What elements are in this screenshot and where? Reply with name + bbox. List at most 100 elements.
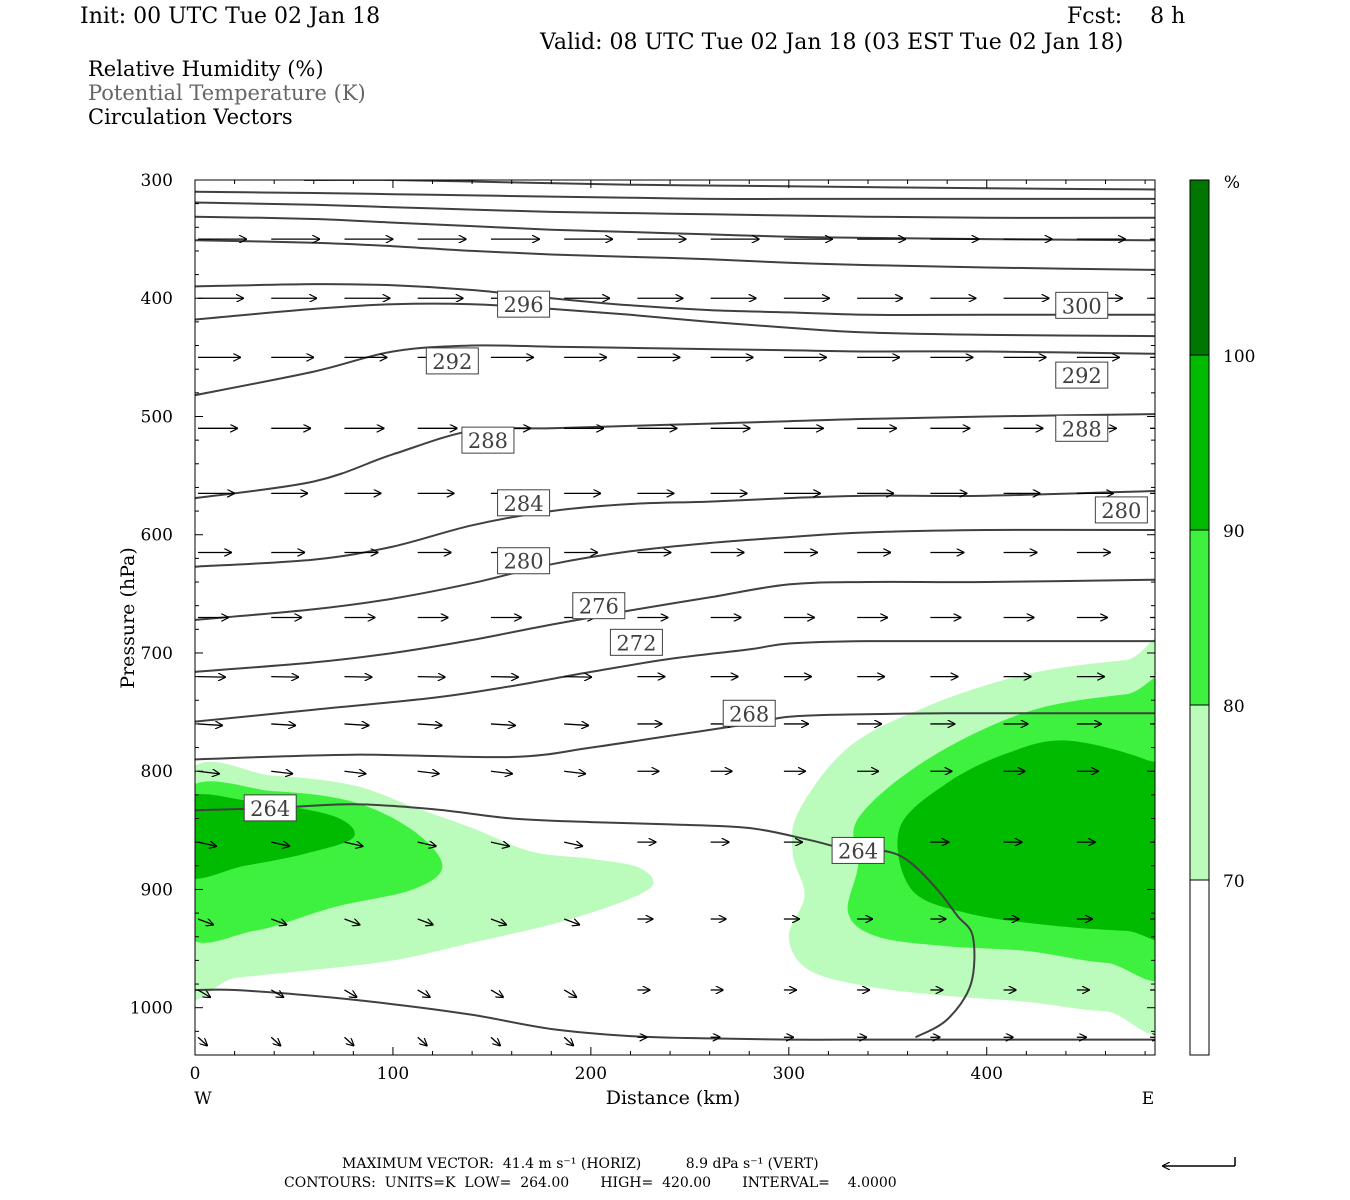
theta-label-300-0: 300 [1062,294,1102,318]
rh-area-90-4 [195,794,355,879]
theta-label-280-1: 280 [1101,499,1141,523]
max-vector-note: MAXIMUM VECTOR: 41.4 m s⁻¹ (HORIZ) 8.9 d… [342,1156,819,1172]
theta-label-272-0: 272 [616,631,656,655]
theta-contour-264-1 [195,988,1155,1041]
theta-label-292-1: 292 [1062,364,1102,388]
colorbar-label-70: 70 [1223,872,1245,892]
vector-arrow [417,724,442,726]
vector-arrow [344,677,371,678]
theta-label-box-288-0 [461,426,515,454]
theta-label-box-296-0 [497,290,551,318]
vector-arrow [490,771,512,774]
rh-shading [195,637,1155,1035]
theta-label-292-0: 292 [432,350,472,374]
theta-label-288-0: 288 [468,429,508,453]
colorbar-segment-3 [1189,354,1210,531]
theta-label-box-288-1 [1055,414,1109,442]
vector-arrow [490,842,509,846]
theta-contour-300-11 [195,239,1155,271]
colorbar-label-100: 100 [1223,347,1255,367]
theta-label-box-268-0 [722,699,776,727]
vector-arrow [197,989,210,997]
theta-contour-288-8 [195,344,1155,397]
theta-label-box-292-1 [1055,361,1109,389]
vector-arrow [490,918,506,925]
vector-arrow [564,677,591,678]
axes: 300 400 500 600 700 800 900 1000 0 100 200 300 400 [130,171,1155,1084]
theta-label-box-276-0 [572,592,626,620]
vector-arrow [417,842,436,846]
theta-label-box-300-0 [1055,291,1109,319]
vector-arrow [417,771,439,774]
theta-contour-276-5 [195,528,1155,621]
theta-label-264-1: 264 [838,839,878,863]
x-west-label: W [194,1089,212,1109]
y-tick-label-1000: 1000 [130,999,173,1019]
vector-arrow [197,677,225,678]
theta-contour-268-3 [195,639,1155,723]
vector-arrow [197,918,213,925]
theta-contours [195,180,1155,1041]
theta-label-280-0: 280 [504,550,544,574]
theta-contour-296-10 [195,283,1155,316]
colorbar-label-90: 90 [1223,522,1245,542]
colorbar-segment-1 [1189,704,1210,881]
theta-label-box-292-0 [425,347,479,375]
theta-contour-284-7 [195,413,1155,500]
vector-arrow [564,842,582,846]
forecast-hour: Fcst: 8 h [1067,4,1186,29]
x-east-label: E [1142,1089,1154,1109]
colorbar-unit: % [1224,173,1240,193]
theta-label-box-280-1 [1094,496,1148,524]
theta-contour-unlabeled-15 [303,180,1155,191]
y-tick-label-800: 800 [141,762,173,782]
y-axis-title: Pressure (hPa) [117,547,139,689]
colorbar-label-80: 80 [1223,697,1245,717]
x-tick-label-400: 400 [971,1064,1003,1084]
rh-area-90-5 [897,740,1155,941]
vector-arrow [270,989,283,997]
theta-contour-292-9 [195,302,1155,338]
colorbar-segment-4 [1189,179,1210,356]
y-tick-label-700: 700 [141,644,173,664]
plot-frame [194,179,1156,1056]
vector-arrow [563,1036,573,1045]
theta-label-296-0: 296 [504,293,544,317]
vector-arrow [271,918,286,925]
vector-arrow [563,918,579,925]
vector-arrow [271,724,295,726]
vector-arrow [417,1036,427,1045]
colorbar-segment-0 [1189,879,1210,1056]
vector-arrow [344,918,359,925]
vector-arrow [417,677,445,678]
vector-arrow [270,1036,280,1045]
vector-arrow [344,1036,353,1045]
vector-arrow [271,771,292,774]
vector-arrow [197,724,222,726]
vector-arrow [417,989,430,997]
contour-labels: 264 264 268 272 276 280 280 284 288 288 292 292 296 3… [243,290,1148,864]
theta-label-box-280-0 [497,547,551,575]
theta-label-box-272-0 [609,628,663,656]
theta-label-276-0: 276 [579,595,619,619]
reference-vector [1163,1157,1236,1166]
theta-label-264-0: 264 [250,797,290,821]
vector-arrow [344,989,356,997]
y-tick-label-300: 300 [141,171,173,191]
theta-contour-264-0 [195,803,976,1039]
theta-label-268-0: 268 [729,702,769,726]
vector-arrow [490,724,515,726]
vector-arrow [344,724,368,726]
theta-contour-unlabeled-14 [195,190,1155,200]
x-axis-title: Distance (km) [606,1087,741,1109]
theta-label-box-264-0 [243,794,297,822]
vector-arrow [490,989,503,997]
colorbar: 70 80 90 100 [1189,179,1255,1056]
vector-arrow [344,842,362,846]
theta-contour-unlabeled-13 [195,201,1155,219]
x-tick-label-100: 100 [377,1064,409,1084]
theta-label-box-264-1 [831,836,885,864]
vector-arrow [564,771,585,774]
vector-arrow [490,677,518,678]
